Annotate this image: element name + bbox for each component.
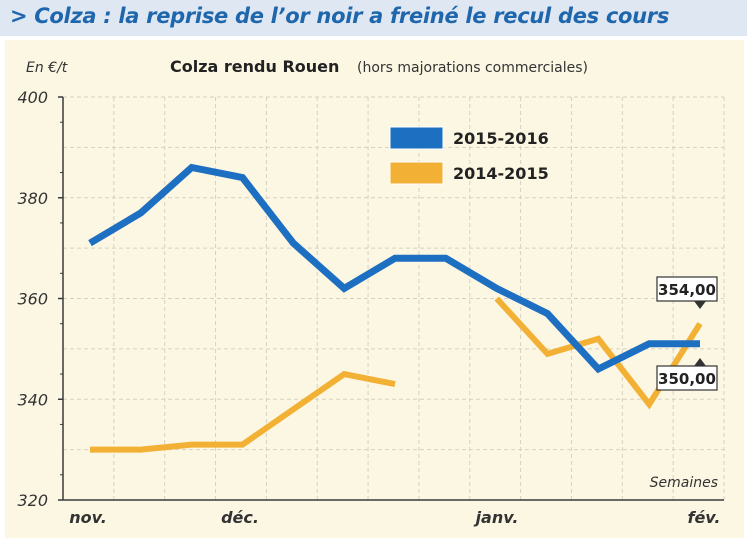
value-callout-box (656, 276, 718, 302)
legend-swatch-2015-2016 (389, 126, 444, 150)
chart-panel (5, 40, 744, 538)
y-axis-title: En €/t (26, 60, 68, 76)
value-callout-box (656, 365, 718, 391)
y-tick-label: 400 (17, 88, 48, 107)
legend-label-2015-2016: 2015-2016 (453, 129, 549, 148)
y-tick-label: 320 (17, 491, 48, 510)
y-tick-label: 340 (17, 390, 48, 409)
x-month-label: fév. (687, 508, 720, 527)
y-tick-label: 360 (17, 290, 48, 309)
legend-swatch-2014-2015 (389, 161, 444, 185)
chart-title: Colza rendu Rouen (170, 57, 339, 76)
x-month-label: nov. (69, 508, 107, 527)
series-line-2014-2015 (90, 370, 396, 453)
chart-headline: > Colza : la reprise de l’or noir a frei… (10, 4, 670, 28)
legend-label-2014-2015: 2014-2015 (453, 164, 549, 183)
value-callout-pointer (694, 358, 706, 366)
x-axis-title: Semaines (650, 475, 718, 491)
x-month-label: janv. (473, 508, 519, 527)
title-banner: > Colza : la reprise de l’or noir a frei… (0, 0, 747, 36)
y-tick-label: 380 (17, 189, 48, 208)
value-callout-pointer (694, 301, 706, 309)
value-callout-label: 354,00 (658, 281, 716, 299)
x-month-label: déc. (221, 508, 259, 527)
chart-subtitle: (hors majorations commerciales) (357, 60, 588, 76)
value-callout-label: 350,00 (658, 370, 716, 388)
